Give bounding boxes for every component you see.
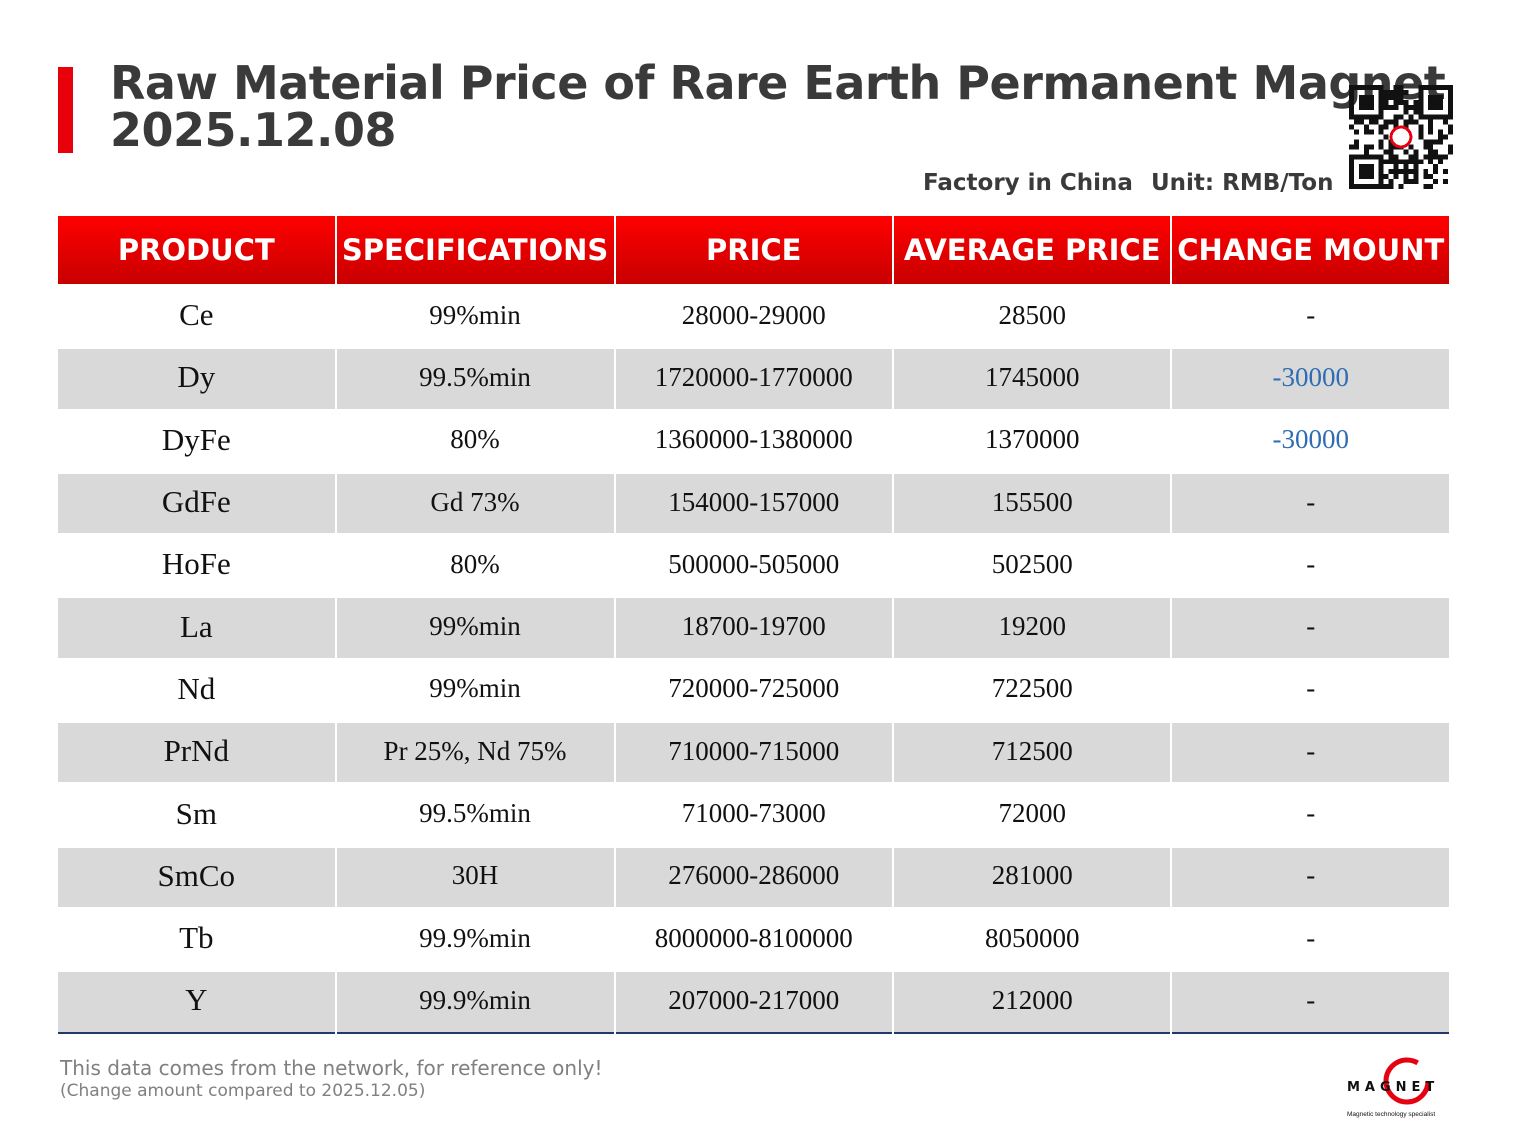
table-row: Nd 99%min 720000-725000 722500 - [58, 658, 1449, 720]
change-cell: - [1172, 969, 1449, 1034]
change-cell: - [1306, 673, 1316, 704]
product-cell: PrNd [58, 720, 335, 783]
average-price-cell: 155500 [893, 470, 1171, 534]
price-cell: 1720000-1770000 [615, 346, 892, 409]
price-cell: 1360000-1380000 [654, 424, 853, 455]
average-price-cell: 281000 [893, 844, 1171, 907]
spec-cell: 99.5%min [419, 798, 531, 829]
price-table: PRODUCT SPECIFICATIONS PRICE AVERAGE PRICE C… [56, 216, 1451, 1034]
qr-code [1349, 85, 1453, 189]
spec-cell: 99%min [336, 595, 614, 658]
page-title: Raw Material Price of Rare Earth Permane… [110, 56, 1446, 157]
product-cell: Tb [179, 920, 214, 956]
average-price-cell: 19200 [893, 595, 1171, 658]
price-cell: 207000-217000 [615, 969, 892, 1034]
change-cell: - [1172, 470, 1449, 534]
average-price-cell: 1745000 [893, 346, 1171, 409]
change-cell: -30000 [1172, 346, 1449, 409]
price-cell: 720000-725000 [668, 673, 840, 704]
price-cell: 8000000-8100000 [654, 922, 853, 953]
product-cell: Nd [177, 670, 216, 706]
spec-cell: 99.9%min [336, 969, 614, 1034]
table-row: Sm 99.5%min 71000-73000 72000 - [58, 782, 1449, 844]
product-cell: La [58, 595, 335, 658]
spec-cell: 80% [450, 548, 500, 579]
report-date: 2025.12.08 [110, 103, 397, 157]
table-row: GdFe Gd 73% 154000-157000 155500- [58, 470, 1449, 534]
product-cell: Ce [179, 297, 214, 333]
product-cell: Y [58, 969, 335, 1034]
spec-cell: 99.5%min [336, 346, 614, 409]
column-header: CHANGE MOUNT [1172, 216, 1449, 284]
column-header: PRODUCT [58, 216, 335, 284]
average-price-cell: 8050000 [984, 922, 1080, 953]
change-cell: - [1172, 595, 1449, 658]
change-cell: - [1306, 922, 1316, 953]
spec-cell: 99%min [429, 673, 521, 704]
price-cell: 276000-286000 [615, 844, 892, 907]
table-row: PrNd Pr 25%, Nd 75% 710000-715000 712500- [58, 720, 1449, 783]
product-cell: SmCo [58, 844, 335, 907]
disclaimer: This data comes from the network, for re… [60, 1056, 603, 1080]
unit-label: Unit: RMB/Ton [1151, 170, 1334, 196]
change-cell: - [1172, 720, 1449, 783]
table-row: Tb 99.9%min 8000000-8100000 8050000 - [58, 907, 1449, 969]
table-row: Dy 99.5%min 1720000-1770000 1745000 -30000 [58, 346, 1449, 409]
spec-cell: Gd 73% [336, 470, 614, 534]
price-cell: 28000-29000 [681, 299, 826, 330]
spec-cell: 30H [336, 844, 614, 907]
column-header: AVERAGE PRICE [893, 216, 1171, 284]
magnet-logo: MAGNET Magnetic technology specialist [1347, 1057, 1439, 1118]
average-price-cell: 712500 [893, 720, 1171, 783]
table-row: La 99%min 18700-19700 19200- [58, 595, 1449, 658]
table-row: DyFe 80% 1360000-1380000 1370000 -30000 [58, 409, 1449, 471]
price-cell: 710000-715000 [615, 720, 892, 783]
spec-cell: 99%min [429, 299, 521, 330]
product-cell: Sm [175, 795, 217, 831]
factory-label: Factory in China [923, 170, 1133, 196]
column-header: SPECIFICATIONS [336, 216, 614, 284]
title-accent-bar [58, 67, 73, 153]
average-price-cell: 28500 [998, 299, 1066, 330]
price-cell: 18700-19700 [615, 595, 892, 658]
product-cell: DyFe [161, 421, 231, 457]
table-row: SmCo 30H 276000-286000 281000- [58, 844, 1449, 907]
average-price-cell: 72000 [998, 798, 1066, 829]
change-cell: -30000 [1272, 424, 1349, 455]
change-cell: - [1306, 798, 1316, 829]
price-cell: 154000-157000 [615, 470, 892, 534]
average-price-cell: 502500 [991, 548, 1073, 579]
price-cell: 500000-505000 [668, 548, 840, 579]
spec-cell: 80% [450, 424, 500, 455]
change-cell: - [1306, 548, 1316, 579]
spec-cell: 99.9%min [419, 922, 531, 953]
table-row: HoFe 80% 500000-505000 502500 - [58, 533, 1449, 595]
spec-cell: Pr 25%, Nd 75% [336, 720, 614, 783]
average-price-cell: 212000 [893, 969, 1171, 1034]
change-cell: - [1172, 844, 1449, 907]
product-cell: Dy [58, 346, 335, 409]
price-cell: 71000-73000 [681, 798, 826, 829]
change-cell: - [1306, 299, 1316, 330]
compare-note: (Change amount compared to 2025.12.05) [60, 1081, 426, 1101]
average-price-cell: 1370000 [984, 424, 1080, 455]
table-row: Y 99.9%min 207000-217000 212000- [58, 969, 1449, 1034]
svg-text:Magnetic technology specialist: Magnetic technology specialist [1347, 1111, 1435, 1118]
table-row: Ce 99%min 28000-29000 28500 - [58, 284, 1449, 346]
column-header: PRICE [615, 216, 892, 284]
svg-text:MAGNET: MAGNET [1347, 1080, 1439, 1095]
average-price-cell: 722500 [991, 673, 1073, 704]
product-cell: GdFe [58, 470, 335, 534]
product-cell: HoFe [161, 546, 231, 582]
